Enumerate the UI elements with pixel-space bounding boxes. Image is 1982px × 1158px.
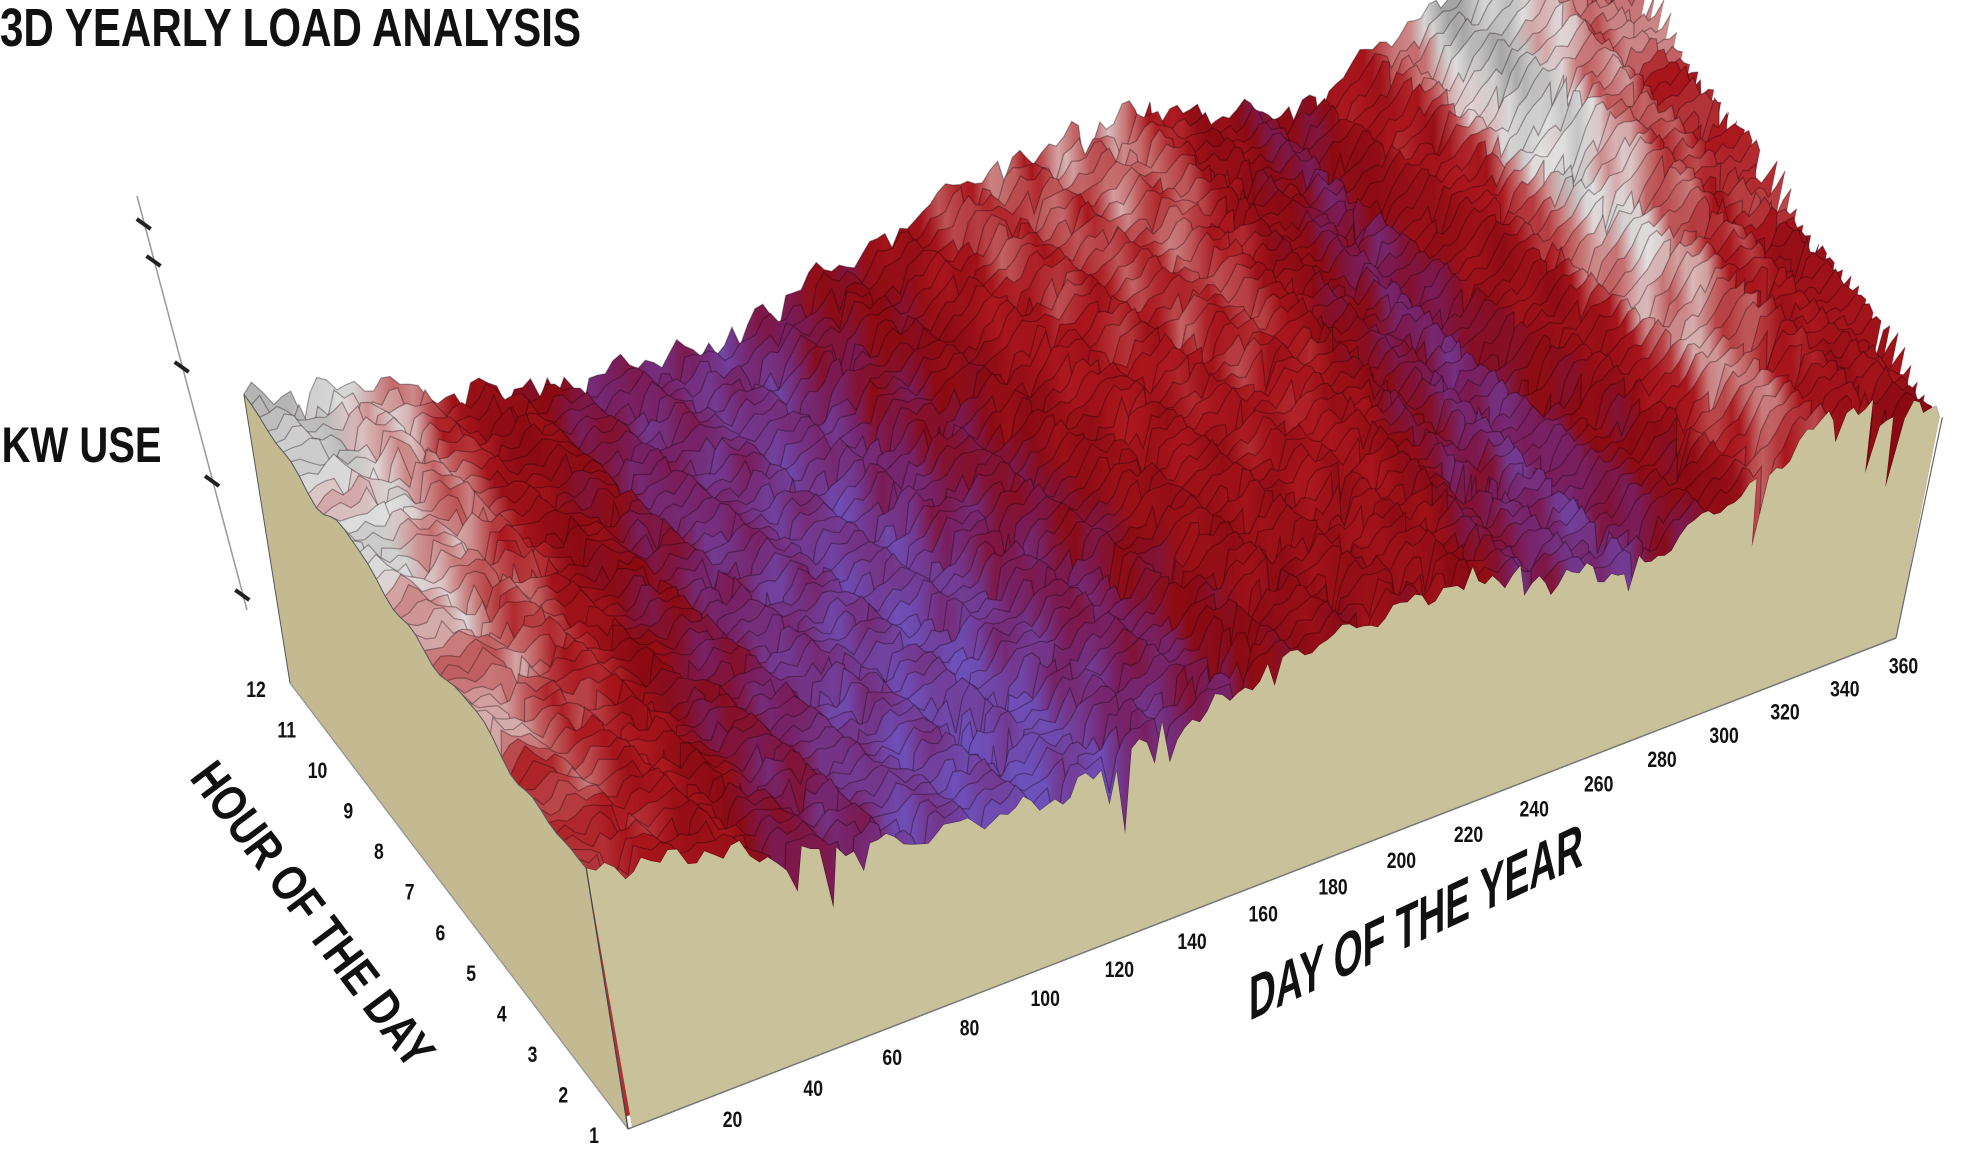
surface-ridge-line [299,0,1665,499]
chart-title: 3D YEARLY LOAD ANALYSIS [0,0,581,58]
surface-ridge-line [487,259,1844,779]
kw-axis-tick [135,217,152,231]
x-tick-label: 300 [1709,724,1738,748]
x-tick-label: 80 [960,1017,980,1041]
surface-ridge-line [447,206,1804,712]
surface-ridge-line [359,90,1722,593]
surface [243,0,1940,1128]
surface-ridge-line [352,76,1714,589]
left-base-edge [289,682,629,1130]
front-face [586,399,1940,1128]
surface-ridge-line [468,235,1828,758]
surface-ridge-line [400,138,1761,642]
surface-ridge-line [329,46,1690,541]
x-tick-label: 320 [1770,701,1799,725]
y-tick-label: 10 [308,759,328,783]
front-corner-edge [585,868,629,1130]
surface-ridge-line [548,346,1906,856]
kw-axis [135,195,251,611]
surface-ridge-line [259,0,1480,431]
y-tick-label: 5 [466,962,476,986]
surface-ridge-line [432,185,1792,673]
surface-ridge-line [283,0,1635,471]
surface-ridge-line [424,170,1786,677]
surface-ridge-line [571,380,1925,894]
x-tick-label: 140 [1177,930,1206,954]
kw-axis-tick [173,360,190,374]
surface-ridge-line [540,332,1899,823]
y-tick-label: 7 [405,881,415,905]
surface-ridge-line [375,110,1738,609]
y-tick-label: 1 [589,1124,599,1148]
y-tick-label: 2 [558,1084,568,1108]
surface-ridge-line [340,53,1699,551]
x-tick-label: 180 [1318,876,1347,900]
surface-ridge-line [525,315,1882,791]
x-tick-label: 60 [882,1046,902,1070]
surface-ridge-line [343,64,1702,569]
surface-ridge-line [439,195,1798,694]
kw-axis-line [136,195,248,611]
x-tick-label: 240 [1520,798,1549,822]
kw-axis-tick [203,474,221,488]
surface-ridge-line [243,0,1449,424]
surface-ridge-line [476,251,1835,739]
base-faces [243,394,1943,1130]
y-tick-label: 8 [374,840,384,864]
x-tick-label: 20 [723,1108,743,1132]
x-tick-label: 200 [1387,849,1416,873]
surface-ridge-line [460,228,1820,725]
x-tick-label: 120 [1105,958,1134,982]
surface-ridge-line [501,284,1860,758]
z-axis-label: KW USE [2,417,162,473]
y-tick-label: 4 [497,1003,507,1027]
surface-ridge-line [315,18,1678,524]
x-tick-label: 360 [1889,655,1918,679]
x-tick-label: 260 [1584,773,1613,797]
right-corner-edge [1895,417,1943,639]
surface-ridge-line [267,0,1493,445]
x-tick-label: 40 [803,1077,823,1101]
surface-ridge-line [453,219,1811,727]
y-tick-label: 3 [528,1043,538,1067]
x-tick-label: 100 [1031,987,1060,1011]
surface-ridge-line [563,365,1918,860]
surface-ridge-line [392,129,1753,645]
tick-labels: 20 40 60 80 100 120 140 160 180 200 220 240 260 280 30… [246,655,1918,1149]
kw-axis-tick [234,588,251,602]
surface-ridge-line [323,30,1683,538]
surface-ridge-line [415,160,1778,662]
x-tick-label: 280 [1647,748,1676,772]
x-tick-label: 340 [1830,678,1859,702]
front-base-edge [627,637,1897,1130]
y-tick-label: 9 [343,800,353,824]
kw-axis-tick [145,254,162,268]
y-tick-label: 6 [436,922,446,946]
x-tick-label: 220 [1454,823,1483,847]
y-tick-label: 12 [246,678,266,702]
y-tick-label: 11 [277,719,296,743]
x-tick-label: 160 [1249,903,1278,927]
surface-ridge-line [290,0,1654,467]
